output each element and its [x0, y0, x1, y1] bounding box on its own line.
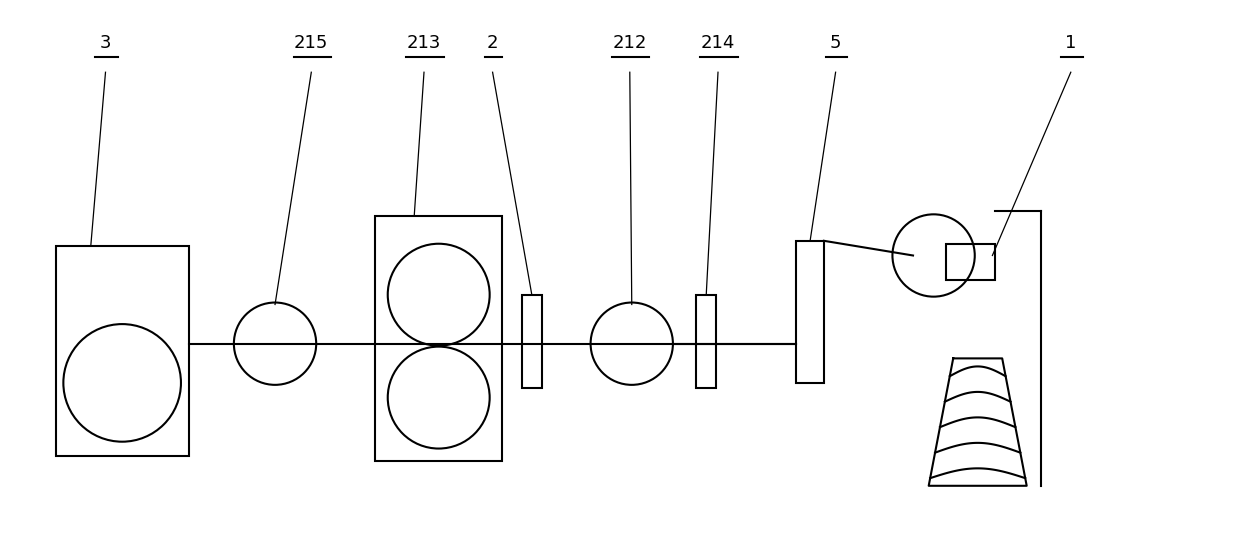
Bar: [57, 246, 188, 456]
Bar: [522, 295, 542, 388]
Text: 3: 3: [99, 34, 112, 51]
Text: 2: 2: [487, 34, 498, 51]
Text: 212: 212: [613, 34, 647, 51]
Bar: [796, 241, 823, 383]
Bar: [374, 216, 502, 461]
Text: 215: 215: [294, 34, 329, 51]
Text: 5: 5: [830, 34, 842, 51]
Text: 214: 214: [701, 34, 735, 51]
Bar: [946, 244, 996, 280]
Text: 213: 213: [407, 34, 441, 51]
Text: 1: 1: [1065, 34, 1076, 51]
Bar: [697, 295, 715, 388]
